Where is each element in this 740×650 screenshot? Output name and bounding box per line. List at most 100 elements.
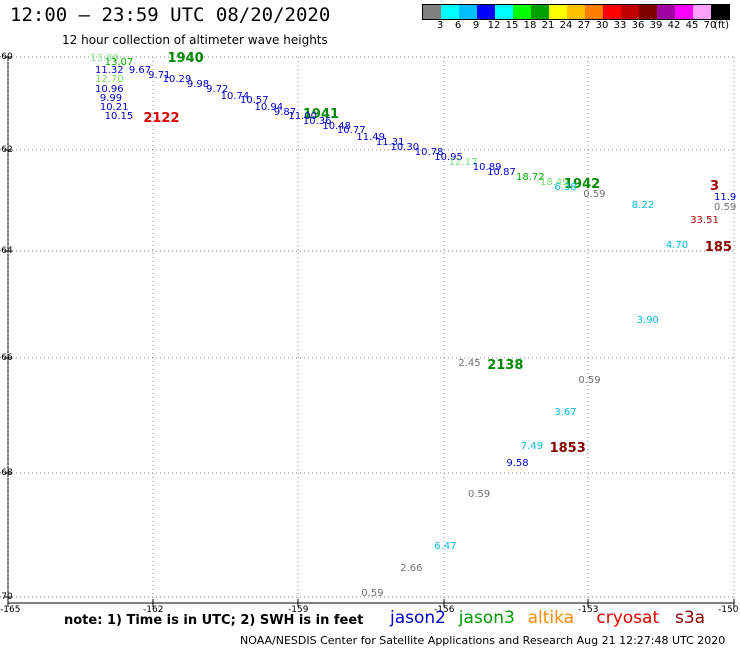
y-tick-label: -66	[0, 353, 13, 363]
wave-height-value: 10.48	[322, 120, 351, 132]
color-scale-label: 36	[631, 20, 645, 31]
map-subtitle: 12 hour collection of altimeter wave hei…	[62, 33, 328, 47]
x-tick-label: -153	[578, 605, 599, 615]
map-title: 12:00 – 23:59 UTC 08/20/2020	[10, 4, 331, 26]
pass-time-label: 1942	[564, 176, 601, 192]
color-scale-label: 27	[577, 20, 591, 31]
wave-height-value: 9.72	[206, 83, 229, 95]
wave-height-value: 10.15	[104, 111, 134, 123]
color-swatch	[495, 5, 513, 19]
color-swatch	[711, 5, 729, 19]
wave-height-value: 9.58	[506, 458, 529, 470]
wave-height-value: 9.87	[273, 106, 297, 118]
color-scale-bar	[422, 4, 730, 20]
wave-height-value: 8.22	[631, 199, 655, 211]
wave-height-value: 7.49	[520, 441, 544, 453]
wave-height-value: 10.36	[302, 116, 332, 128]
wave-height-value: 13.07	[104, 56, 134, 68]
wave-height-value: 18.49	[540, 176, 569, 188]
color-scale-label: 6	[454, 20, 462, 31]
color-swatch	[603, 5, 621, 19]
color-swatch	[639, 5, 657, 19]
wave-height-value: 18.72	[516, 171, 545, 183]
color-swatch	[621, 5, 639, 19]
color-swatch	[477, 5, 495, 19]
wave-height-value: 6.47	[434, 541, 457, 553]
y-tick-label: -68	[0, 468, 13, 478]
wave-height-value: 10.87	[487, 166, 516, 178]
wave-height-value: 10.74	[220, 90, 250, 102]
color-scale-label: 21	[541, 20, 555, 31]
wave-height-value: 0.59	[578, 375, 601, 386]
color-swatch	[423, 5, 441, 19]
wave-height-value: 12.70	[95, 74, 124, 86]
wave-height-value: 4.70	[665, 239, 689, 251]
color-scale-label: 15	[505, 20, 519, 31]
wave-height-value: 3.90	[636, 314, 659, 326]
y-tick-label: -64	[0, 246, 13, 256]
wave-height-value: 0.59	[583, 189, 606, 201]
wave-height-value: 10.95	[434, 151, 463, 163]
color-swatch	[513, 5, 531, 19]
color-scale-label: 24	[559, 20, 573, 31]
wave-height-value: 10.30	[390, 141, 420, 153]
wave-height-value: 3.67	[554, 406, 577, 418]
color-swatch	[675, 5, 693, 19]
color-scale-label: 45	[685, 20, 699, 31]
color-swatch	[441, 5, 459, 19]
pass-time-label: 2138	[487, 357, 524, 373]
wave-height-value: 13.80	[90, 53, 119, 65]
wave-height-value: 10.78	[414, 146, 444, 158]
color-scale-label: 33	[613, 20, 627, 31]
wave-height-value: 11.32	[95, 64, 124, 76]
wave-height-value: 10.29	[162, 74, 192, 86]
wave-height-value: 11.9	[714, 191, 737, 203]
wave-height-value: 10.77	[336, 125, 366, 137]
wave-height-value: 2.45	[458, 357, 481, 369]
wave-height-value: 9.98	[186, 78, 210, 90]
color-swatch	[693, 5, 711, 19]
wave-height-value: 10.96	[95, 83, 124, 95]
wave-height-value: 10.94	[254, 102, 284, 114]
color-scale-label: 3	[436, 20, 444, 31]
wave-height-value: 11.00	[288, 111, 317, 123]
x-tick-label: -165	[0, 605, 21, 615]
wave-height-value: 11.49	[356, 132, 386, 144]
color-scale-label: 39	[649, 20, 663, 31]
y-tick-label: -70	[0, 592, 13, 602]
color-swatch	[549, 5, 567, 19]
wave-height-value: 10.57	[240, 95, 269, 107]
x-tick-label: -156	[434, 605, 455, 615]
wave-height-value: 0.59	[468, 488, 491, 500]
pass-time-label: 1941	[302, 106, 340, 122]
color-swatch	[657, 5, 675, 19]
wave-height-value: 9.99	[99, 92, 123, 104]
wave-height-value: 11.31	[375, 137, 405, 149]
pass-time-label: 1853	[549, 441, 586, 457]
x-tick-label: -159	[288, 605, 309, 615]
color-scale-label: 42	[667, 20, 681, 31]
color-scale-label: 18	[523, 20, 537, 31]
wave-height-value: 33.51	[690, 214, 719, 226]
color-scale-label: 12	[487, 20, 501, 31]
color-swatch	[531, 5, 549, 19]
y-tick-label: -60	[0, 52, 13, 62]
pass-time-label: 2122	[143, 111, 180, 127]
satellite-label-cryosat: cryosat	[596, 608, 660, 628]
satellite-label-jason2: jason2	[390, 608, 446, 628]
pass-time-label: 1940	[167, 51, 204, 66]
x-tick-label: -162	[143, 605, 164, 615]
color-scale-label: 30	[595, 20, 609, 31]
satellite-label-s3a: s3a	[675, 608, 706, 628]
satellite-label-jason3: jason3	[458, 608, 515, 628]
wave-height-value: 6.38	[554, 181, 577, 193]
note-text: note: 1) Time is in UTC; 2) SWH is in fe…	[64, 613, 364, 628]
footer-credit: NOAA/NESDIS Center for Satellite Applica…	[240, 634, 726, 647]
color-scale-label: 70	[703, 20, 717, 31]
wave-height-value: 9.71	[148, 69, 171, 81]
pass-time-label: 3	[710, 179, 720, 195]
wave-height-value: 0.59	[714, 202, 737, 214]
color-swatch	[459, 5, 477, 19]
pass-time-label: 185	[704, 239, 732, 255]
